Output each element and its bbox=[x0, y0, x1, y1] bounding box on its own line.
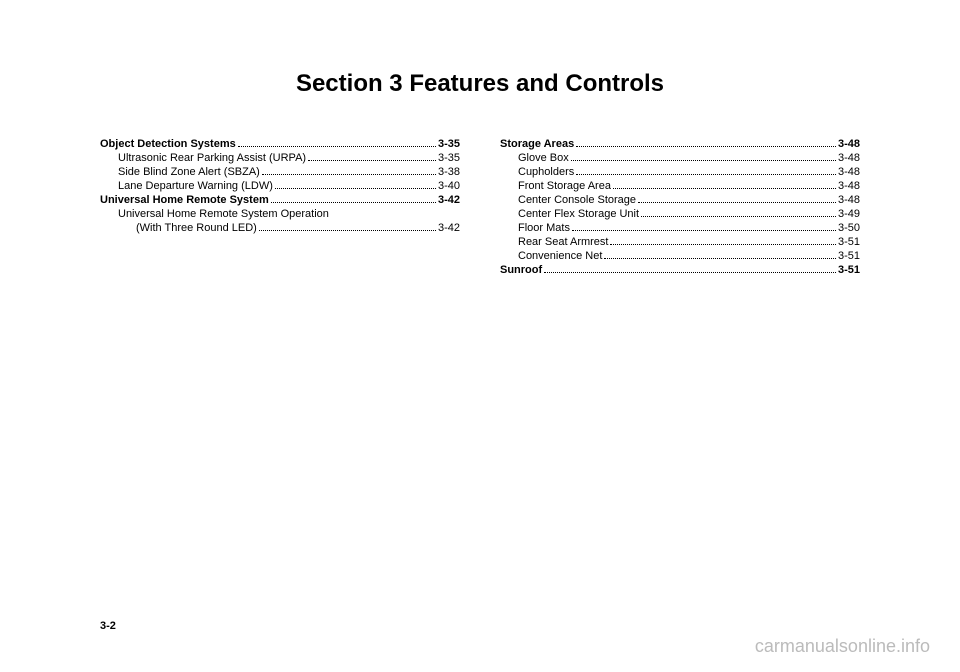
toc-label: Universal Home Remote System bbox=[100, 194, 269, 206]
toc-page: 3-38 bbox=[438, 166, 460, 178]
toc-page: 3-49 bbox=[838, 208, 860, 220]
toc-label: (With Three Round LED) bbox=[136, 222, 257, 234]
toc-page: 3-51 bbox=[838, 236, 860, 248]
toc-dots bbox=[641, 216, 836, 217]
toc-label: Front Storage Area bbox=[518, 180, 611, 192]
toc-dots bbox=[275, 188, 436, 189]
toc-dots bbox=[271, 202, 436, 203]
toc-dots bbox=[544, 272, 836, 273]
toc-page: 3-40 bbox=[438, 180, 460, 192]
toc-label: Center Console Storage bbox=[518, 194, 636, 206]
toc-page: 3-42 bbox=[438, 222, 460, 234]
toc-dots bbox=[610, 244, 835, 245]
toc-label: Center Flex Storage Unit bbox=[518, 208, 639, 220]
toc-page: 3-48 bbox=[838, 138, 860, 150]
toc-label: Floor Mats bbox=[518, 222, 570, 234]
toc-dots bbox=[238, 146, 436, 147]
toc-page: 3-35 bbox=[438, 138, 460, 150]
toc-dots bbox=[576, 174, 836, 175]
toc-entry: Rear Seat Armrest 3-51 bbox=[500, 236, 860, 248]
toc-label: Glove Box bbox=[518, 152, 569, 164]
toc-entry: Object Detection Systems 3-35 bbox=[100, 138, 460, 150]
toc-dots bbox=[259, 230, 436, 231]
toc-left-column: Object Detection Systems3-35Ultrasonic R… bbox=[100, 138, 460, 278]
toc-dots bbox=[638, 202, 836, 203]
toc-entry: Center Flex Storage Unit 3-49 bbox=[500, 208, 860, 220]
toc-label: Universal Home Remote System Operation bbox=[118, 208, 329, 220]
toc-dots bbox=[308, 160, 436, 161]
toc-page: 3-48 bbox=[838, 194, 860, 206]
section-title: Section 3 Features and Controls bbox=[100, 70, 860, 98]
toc-label: Convenience Net bbox=[518, 250, 602, 262]
toc-entry: Side Blind Zone Alert (SBZA) 3-38 bbox=[100, 166, 460, 178]
toc-page: 3-48 bbox=[838, 152, 860, 164]
toc-dots bbox=[613, 188, 836, 189]
toc-dots bbox=[262, 174, 436, 175]
toc-page: 3-35 bbox=[438, 152, 460, 164]
toc-dots bbox=[576, 146, 836, 147]
toc-entry: Lane Departure Warning (LDW) 3-40 bbox=[100, 180, 460, 192]
toc-dots bbox=[571, 160, 836, 161]
toc-label: Rear Seat Armrest bbox=[518, 236, 608, 248]
toc-page: 3-50 bbox=[838, 222, 860, 234]
toc-page: 3-48 bbox=[838, 180, 860, 192]
toc-label: Object Detection Systems bbox=[100, 138, 236, 150]
toc-page: 3-48 bbox=[838, 166, 860, 178]
toc-entry: Cupholders 3-48 bbox=[500, 166, 860, 178]
toc-entry: Center Console Storage 3-48 bbox=[500, 194, 860, 206]
toc-dots bbox=[572, 230, 836, 231]
toc-entry: Front Storage Area 3-48 bbox=[500, 180, 860, 192]
page-number: 3-2 bbox=[100, 620, 116, 632]
toc-dots bbox=[604, 258, 836, 259]
toc-label: Ultrasonic Rear Parking Assist (URPA) bbox=[118, 152, 306, 164]
toc-entry: Floor Mats 3-50 bbox=[500, 222, 860, 234]
toc-entry: Convenience Net 3-51 bbox=[500, 250, 860, 262]
toc-entry: Storage Areas 3-48 bbox=[500, 138, 860, 150]
toc-label: Cupholders bbox=[518, 166, 574, 178]
toc-entry: (With Three Round LED) 3-42 bbox=[100, 222, 460, 234]
toc-page: 3-51 bbox=[838, 250, 860, 262]
watermark: carmanualsonline.info bbox=[755, 636, 930, 657]
toc-right-column: Storage Areas3-48Glove Box3-48Cupholders… bbox=[500, 138, 860, 278]
toc-entry: Sunroof 3-51 bbox=[500, 264, 860, 276]
toc-label: Side Blind Zone Alert (SBZA) bbox=[118, 166, 260, 178]
toc-page: 3-42 bbox=[438, 194, 460, 206]
toc-entry: Glove Box 3-48 bbox=[500, 152, 860, 164]
toc-label: Lane Departure Warning (LDW) bbox=[118, 180, 273, 192]
toc-entry: Universal Home Remote System 3-42 bbox=[100, 194, 460, 206]
toc-label: Sunroof bbox=[500, 264, 542, 276]
toc-page: 3-51 bbox=[838, 264, 860, 276]
toc-label: Storage Areas bbox=[500, 138, 574, 150]
toc-columns: Object Detection Systems3-35Ultrasonic R… bbox=[100, 138, 860, 278]
toc-entry: Ultrasonic Rear Parking Assist (URPA) 3-3… bbox=[100, 152, 460, 164]
page-container: Section 3 Features and Controls Object D… bbox=[0, 0, 960, 308]
toc-entry: Universal Home Remote System Operation bbox=[100, 208, 460, 220]
